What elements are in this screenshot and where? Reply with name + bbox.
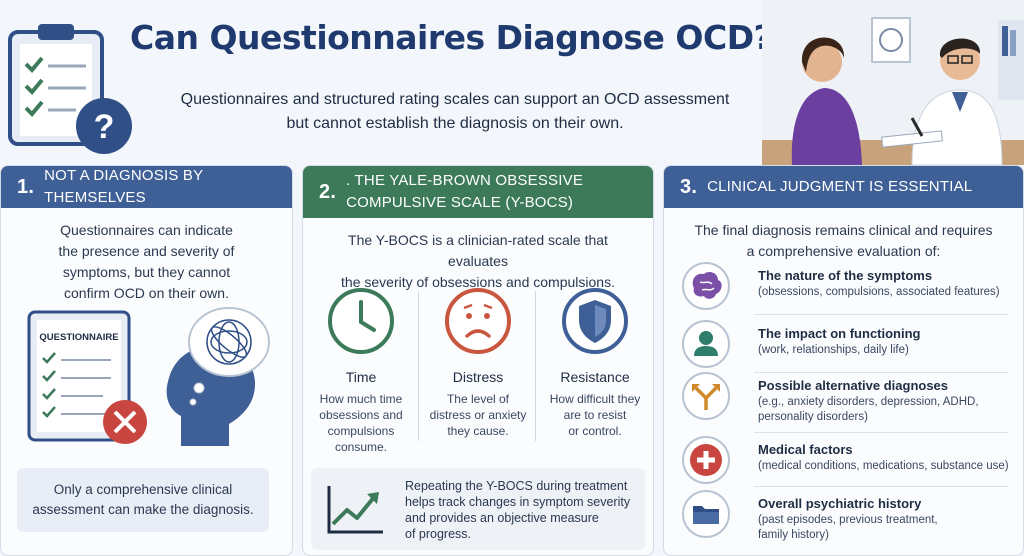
person-icon [682,320,730,368]
evaluation-item-symptoms: The nature of the symptoms (obsessions, … [680,260,1016,318]
page-title: Can Questionnaires Diagnose OCD? [130,18,773,57]
page-subtitle: Questionnaires and structured rating sca… [180,91,730,132]
panel-header: 3. CLINICAL JUDGMENT IS ESSENTIAL [664,166,1023,208]
svg-text:?: ? [94,108,115,146]
folder-icon [682,490,730,538]
consultation-illustration [762,0,1024,166]
panel-header: 2. . THE YALE-BROWN OBSESSIVE COMPULSIVE… [303,166,653,218]
factor-title: Time [345,369,377,385]
item-title: Overall psychiatric history [758,496,922,511]
factor-distress: Distress The level of distress or anxiet… [420,286,536,439]
panel-body: The final diagnosis remains clinical and… [694,222,993,259]
clock-icon [328,288,394,354]
factor-desc: How much time obsessions and compulsions… [319,392,403,454]
questionnaire-label: QUESTIONNAIRE [39,332,118,343]
panel-body: The Y-BOCS is a clinician-rated scale th… [341,232,615,290]
brain-icon [682,262,730,310]
item-desc: (obsessions, compulsions, associated fea… [758,286,1000,298]
split-arrow-icon [682,372,730,420]
panel-number: 3. [680,175,698,198]
shield-icon [562,288,628,354]
item-desc: (medical conditions, medications, substa… [758,460,1009,472]
divider [754,432,1008,433]
evaluation-item-functioning: The impact on functioning (work, relatio… [680,318,1016,376]
panel-title: NOT A DIAGNOSIS BY THEMSELVES [44,167,204,206]
divider [754,314,1008,315]
factor-title: Resistance [560,369,630,385]
factor-resistance: Resistance How difficult they are to res… [537,286,653,439]
panel-body: Questionnaires can indicate the presence… [58,222,235,301]
item-title: The impact on functioning [758,326,921,341]
item-desc: (past episodes, previous treatment, fami… [758,514,938,541]
factor-desc: The level of distress or anxiety they ca… [429,392,527,438]
panel-ybocs: 2. . THE YALE-BROWN OBSESSIVE COMPULSIVE… [302,165,654,556]
divider [754,486,1008,487]
factor-title: Distress [452,369,504,385]
panel-header: 1. NOT A DIAGNOSIS BY THEMSELVES [1,166,292,208]
evaluation-item-medical: Medical factors (medical conditions, med… [680,434,1016,492]
divider [754,372,1008,373]
panel-number: 1. [17,175,35,198]
item-desc: (e.g., anxiety disorders, depression, AD… [758,396,979,423]
clinical-assessment-note: Only a comprehensive clinical assessment… [17,468,269,532]
panel-number: 2. [319,180,337,203]
factor-desc: How difficult they are to resist or cont… [549,392,641,438]
item-title: Medical factors [758,442,853,457]
questionnaire-illustration: QUESTIONNAIRE [23,306,273,451]
evaluation-item-alternatives: Possible alternative diagnoses (e.g., an… [680,370,1016,428]
item-desc: (work, relationships, daily life) [758,344,909,356]
divider [535,291,536,441]
medical-cross-icon [682,436,730,484]
panel-title: . THE YALE-BROWN OBSESSIVE COMPULSIVE SC… [346,172,584,211]
item-title: The nature of the symptoms [758,268,933,283]
tracking-text: Repeating the Y-BOCS during treatment he… [405,479,631,541]
panel-clinical-judgment: 3. CLINICAL JUDGMENT IS ESSENTIAL The fi… [663,165,1024,556]
evaluation-item-history: Overall psychiatric history (past episod… [680,488,1016,546]
panel-not-a-diagnosis: 1. NOT A DIAGNOSIS BY THEMSELVES Questio… [0,165,293,556]
panel-title: CLINICAL JUDGMENT IS ESSENTIAL [707,178,973,195]
tracking-note: Repeating the Y-BOCS during treatment he… [311,468,645,550]
clipboard-question-icon: ? [6,20,136,165]
factor-time: Time How much time obsessions and compul… [303,286,419,455]
divider [418,291,419,441]
trend-chart-icon [327,486,383,534]
item-title: Possible alternative diagnoses [758,378,949,393]
sad-face-icon [445,288,511,354]
